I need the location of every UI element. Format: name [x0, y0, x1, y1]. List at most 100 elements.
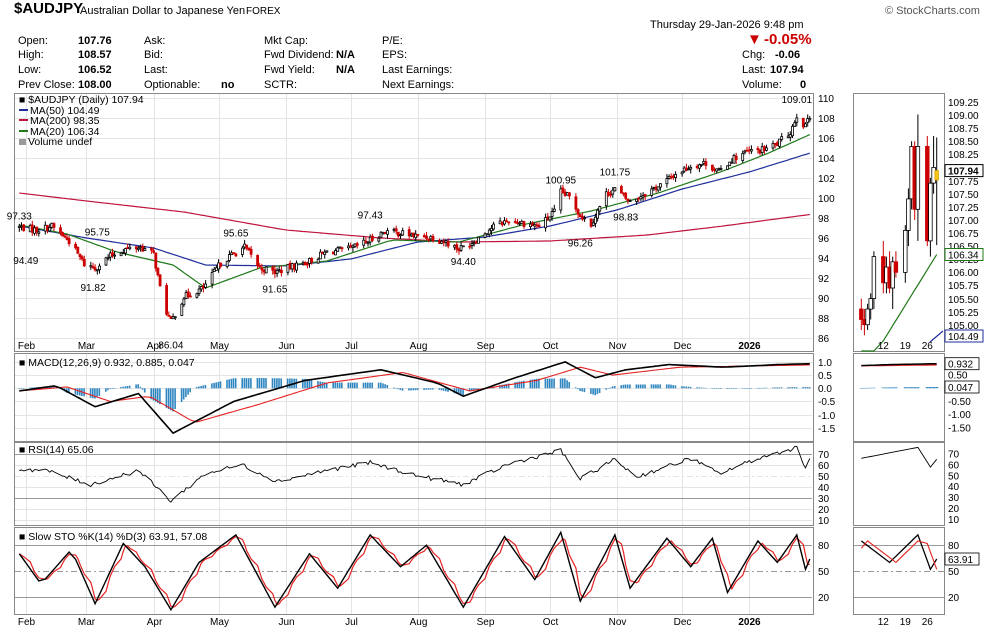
macd-histogram-bar [533, 379, 536, 389]
macd-histogram-bar [377, 382, 380, 389]
macd-histogram-bar [499, 385, 501, 389]
price-annotation: 96.26 [568, 238, 593, 249]
macd-histogram-bar [241, 378, 243, 389]
zoom-macd-bar [932, 387, 936, 389]
price-y-tick: 98 [818, 214, 830, 225]
candle-body [568, 192, 571, 197]
macd-histogram-bar [258, 378, 261, 389]
macd-histogram-bar [462, 388, 464, 396]
candle-body [806, 118, 810, 123]
macd-histogram-bar [713, 388, 716, 389]
ask-label: Ask: [144, 35, 166, 47]
macd-histogram-bar [668, 384, 670, 389]
candle-body [656, 186, 660, 191]
candle-body [152, 250, 156, 253]
macd-histogram-bar [154, 388, 157, 402]
macd-histogram-bar [687, 386, 690, 389]
candle-body [704, 161, 708, 166]
x-tick-label: Nov [609, 341, 627, 352]
candle-body [180, 303, 184, 316]
candle-body [574, 196, 578, 210]
candle-body [240, 247, 244, 255]
candle-body [290, 263, 294, 270]
macd-histogram-bar [776, 387, 778, 389]
candle-body [522, 221, 526, 227]
stochastic-y-tick: 50 [818, 567, 830, 578]
macd-histogram-bar [172, 388, 174, 412]
macd-histogram-bar [226, 379, 228, 389]
macd-histogram-bar [393, 387, 395, 389]
macd-histogram-bar [650, 384, 653, 389]
zoom-macd-line [861, 362, 937, 367]
macd-histogram-bar [341, 382, 343, 389]
macd-histogram-bar [581, 388, 583, 392]
price-annotation: 109.01 [782, 95, 813, 106]
candle-body [461, 245, 465, 248]
candle-body [513, 220, 517, 223]
candle-body [778, 138, 781, 147]
macd-histogram-bar [447, 388, 449, 392]
macd-histogram-bar [566, 380, 568, 389]
candle-body [219, 262, 223, 267]
candle-body [50, 222, 54, 228]
macd-histogram-bar [620, 385, 622, 389]
macd-histogram-bar [89, 388, 92, 398]
candle-body [308, 257, 311, 264]
candle-body [711, 164, 714, 171]
prev-close-label: Prev Close: [18, 79, 75, 91]
macd-histogram-bar [733, 388, 735, 389]
macd-histogram-bar [670, 384, 672, 389]
macd-histogram-bar [302, 378, 304, 389]
macd-histogram-bar [76, 388, 79, 396]
macd-y-tick: 0.5 [818, 371, 832, 382]
macd-histogram-bar [234, 378, 237, 389]
candle-body [552, 208, 556, 212]
low-label: Low: [18, 64, 42, 76]
open-label: Open: [18, 35, 48, 47]
macd-histogram-bar [230, 378, 233, 389]
rsi-y-tick: 10 [818, 516, 830, 527]
datetime: Thursday 29-Jan-2026 9:48 pm [650, 19, 804, 31]
candle-body [149, 248, 153, 251]
candle-body [641, 195, 645, 198]
candle-body [589, 218, 593, 227]
macd-histogram-bar [150, 388, 152, 400]
zoom-y-tick: 107.00 [948, 216, 979, 227]
candle-body [771, 143, 775, 149]
candle-body [459, 245, 463, 251]
zoom-y-tick: 106.00 [948, 268, 979, 279]
macd-histogram-bar [356, 382, 358, 389]
macd-histogram-bar [364, 382, 367, 389]
price-y-tick: 102 [818, 174, 835, 185]
candle-body [446, 241, 450, 247]
optionable-value: no [221, 79, 235, 91]
change-down-icon: ▼ [747, 31, 762, 48]
stochastic-y-tick: 20 [818, 593, 830, 604]
macd-histogram-bar [473, 388, 475, 391]
macd-histogram-bar [22, 388, 25, 389]
macd-histogram-bar [655, 384, 657, 389]
x-tick-label: 2026 [738, 341, 761, 352]
macd-histogram-bar [425, 388, 428, 390]
candle-body [336, 247, 340, 252]
zoom-macd-y-tick: -1.00 [948, 410, 971, 421]
candle-body [565, 192, 569, 196]
zoom-x-tick: 12 [878, 341, 890, 352]
candle-body [682, 167, 686, 172]
price-y-tick: 106 [818, 134, 835, 145]
macd-histogram-bar [689, 386, 692, 389]
candle-body [613, 187, 617, 192]
macd-histogram-bar [503, 384, 506, 389]
zoom-rsi-y-tick: 30 [948, 493, 960, 504]
exchange: FOREX [246, 6, 281, 17]
zoom-y-tick: 105.50 [948, 295, 979, 306]
candle-body [210, 272, 214, 285]
candle-body [652, 187, 656, 190]
candle-body [685, 167, 688, 171]
candle-body [487, 229, 491, 235]
candle-body [468, 245, 472, 248]
candle-body [635, 198, 638, 202]
candle-body [559, 188, 563, 211]
macd-histogram-bar [202, 385, 204, 389]
price-annotation: 97.43 [358, 211, 383, 222]
